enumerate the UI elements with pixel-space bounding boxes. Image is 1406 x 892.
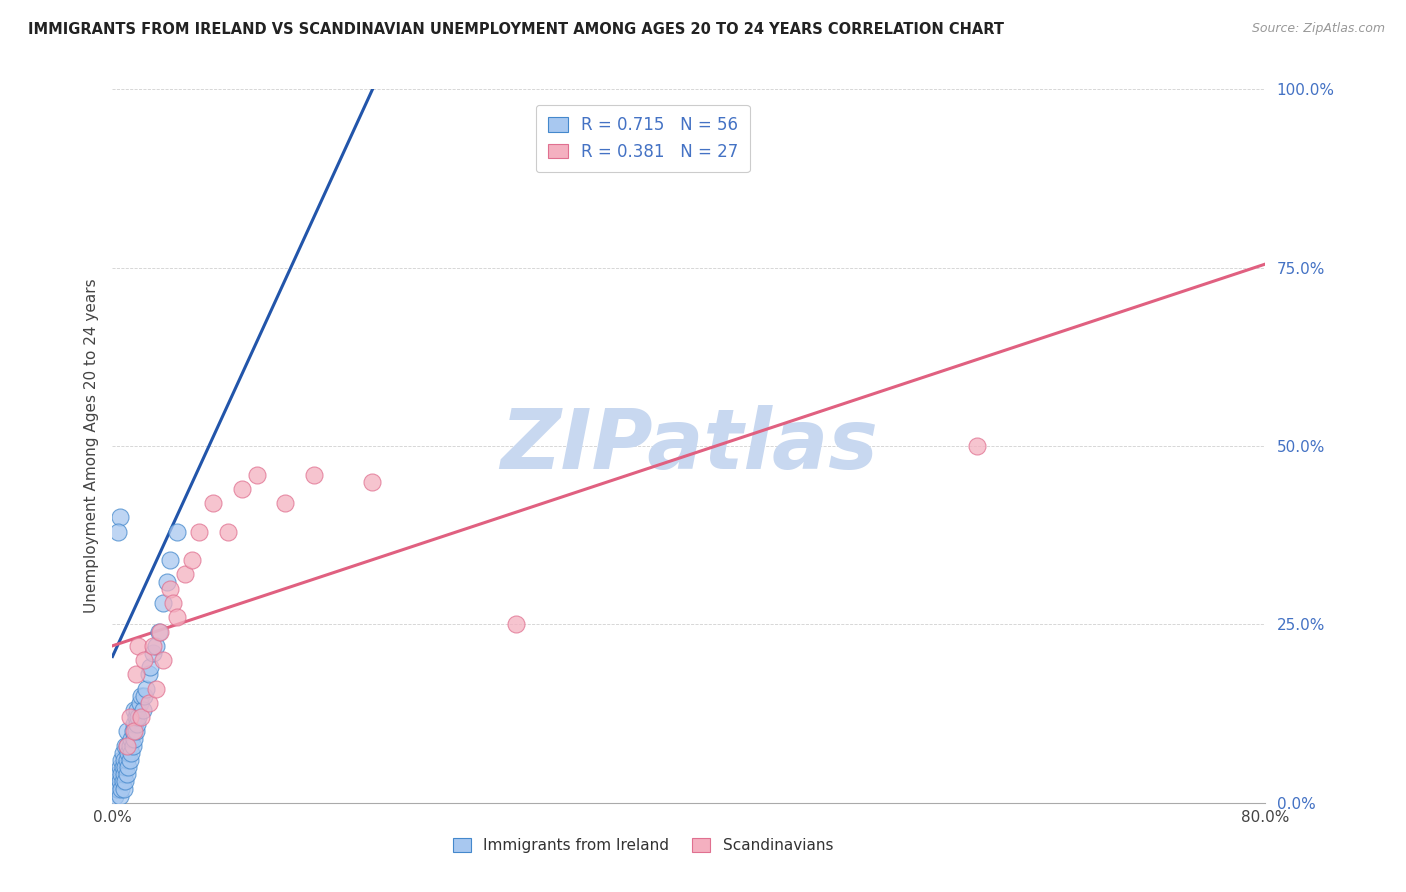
- Point: [118, 753, 141, 767]
- Point: [132, 703, 155, 717]
- Point: [202, 496, 225, 510]
- Point: [166, 524, 188, 539]
- Point: [118, 739, 141, 753]
- Point: [159, 582, 181, 596]
- Point: [110, 753, 132, 767]
- Text: ZIPatlas: ZIPatlas: [501, 406, 877, 486]
- Point: [127, 639, 149, 653]
- Point: [112, 781, 135, 796]
- Point: [120, 746, 142, 760]
- Point: [152, 596, 174, 610]
- Point: [145, 681, 167, 696]
- Point: [505, 617, 527, 632]
- Point: [134, 653, 156, 667]
- Text: Source: ZipAtlas.com: Source: ZipAtlas.com: [1251, 22, 1385, 36]
- Point: [108, 774, 131, 789]
- Point: [105, 774, 128, 789]
- Point: [156, 574, 179, 589]
- Point: [134, 689, 156, 703]
- Point: [114, 760, 136, 774]
- Point: [115, 739, 138, 753]
- Point: [117, 760, 139, 774]
- Point: [115, 724, 138, 739]
- Point: [142, 646, 165, 660]
- Point: [111, 774, 134, 789]
- Point: [120, 731, 142, 746]
- Point: [274, 496, 297, 510]
- Point: [129, 710, 153, 724]
- Point: [360, 475, 382, 489]
- Point: [108, 510, 131, 524]
- Point: [139, 660, 162, 674]
- Point: [110, 781, 132, 796]
- Point: [122, 724, 145, 739]
- Point: [108, 760, 131, 774]
- Point: [121, 739, 143, 753]
- Point: [138, 667, 160, 681]
- Point: [166, 610, 188, 624]
- Point: [159, 553, 181, 567]
- Point: [125, 703, 148, 717]
- Point: [112, 767, 135, 781]
- Point: [112, 753, 135, 767]
- Point: [148, 624, 170, 639]
- Point: [124, 710, 146, 724]
- Point: [135, 681, 157, 696]
- Point: [152, 653, 174, 667]
- Point: [129, 689, 153, 703]
- Point: [304, 467, 326, 482]
- Point: [124, 667, 146, 681]
- Point: [138, 696, 160, 710]
- Point: [188, 524, 211, 539]
- Point: [117, 746, 139, 760]
- Point: [122, 731, 145, 746]
- Point: [104, 789, 127, 803]
- Point: [162, 596, 184, 610]
- Point: [111, 760, 134, 774]
- Point: [966, 439, 988, 453]
- Point: [108, 789, 131, 803]
- Point: [107, 524, 129, 539]
- Point: [115, 767, 138, 781]
- Text: IMMIGRANTS FROM IRELAND VS SCANDINAVIAN UNEMPLOYMENT AMONG AGES 20 TO 24 YEARS C: IMMIGRANTS FROM IRELAND VS SCANDINAVIAN …: [28, 22, 1004, 37]
- Legend: Immigrants from Ireland, Scandinavians: Immigrants from Ireland, Scandinavians: [447, 832, 839, 859]
- Point: [128, 696, 150, 710]
- Point: [180, 553, 202, 567]
- Point: [149, 624, 172, 639]
- Point: [115, 753, 138, 767]
- Point: [142, 639, 165, 653]
- Point: [217, 524, 239, 539]
- Point: [118, 710, 141, 724]
- Point: [107, 767, 129, 781]
- Point: [114, 774, 136, 789]
- Point: [107, 781, 129, 796]
- Point: [111, 746, 134, 760]
- Point: [145, 639, 167, 653]
- Point: [122, 703, 145, 717]
- Point: [105, 781, 128, 796]
- Point: [110, 767, 132, 781]
- Point: [125, 717, 148, 731]
- Y-axis label: Unemployment Among Ages 20 to 24 years: Unemployment Among Ages 20 to 24 years: [83, 278, 98, 614]
- Point: [173, 567, 195, 582]
- Point: [127, 710, 149, 724]
- Point: [124, 724, 146, 739]
- Point: [231, 482, 253, 496]
- Point: [246, 467, 269, 482]
- Point: [115, 739, 138, 753]
- Point: [121, 724, 143, 739]
- Point: [114, 739, 136, 753]
- Point: [122, 717, 145, 731]
